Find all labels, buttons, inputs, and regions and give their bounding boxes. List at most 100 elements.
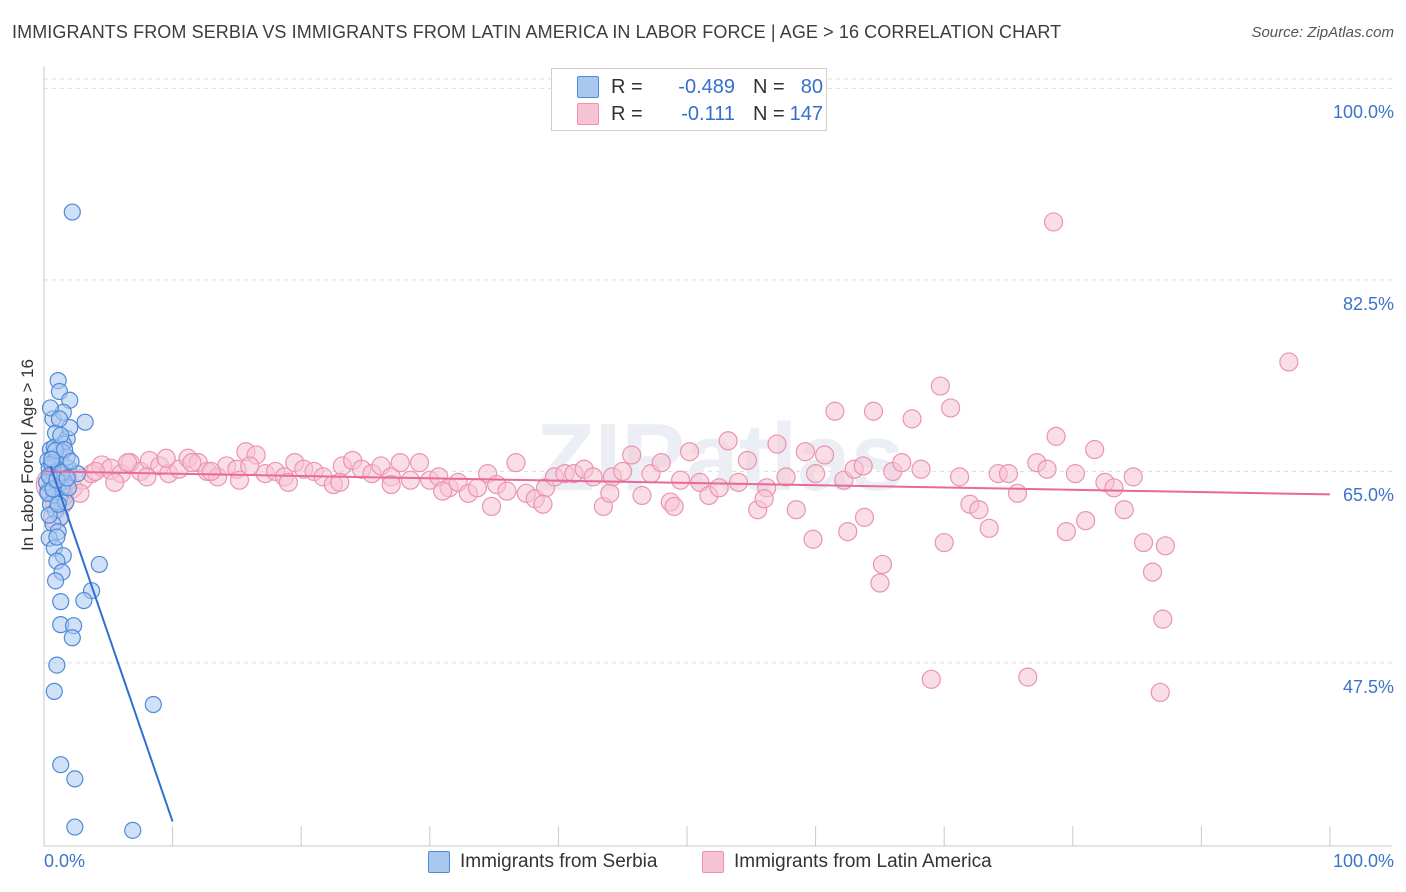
serbia-point <box>58 469 76 487</box>
legend-item-latam[interactable]: Immigrants from Latin America <box>702 851 992 873</box>
latam-point <box>863 401 884 421</box>
serbia-point <box>144 695 162 714</box>
latam-point <box>870 573 890 593</box>
latam-point <box>600 483 620 503</box>
latam-point <box>803 529 823 549</box>
latam-point <box>481 496 502 517</box>
latam-point <box>240 456 260 476</box>
latam-point <box>950 467 970 487</box>
latam-point <box>853 456 873 476</box>
latam-point <box>969 500 989 520</box>
latam-point <box>632 485 652 506</box>
latam-point <box>892 453 912 473</box>
serbia-point <box>52 593 70 611</box>
serbia-point <box>48 528 66 546</box>
latam-point <box>825 401 845 421</box>
correlation-legend: R = -0.489 N = 80 R = -0.111 N = 147 <box>551 68 827 131</box>
latam-point <box>105 472 125 492</box>
latam-point <box>728 472 749 492</box>
latam-point <box>1007 483 1028 503</box>
serbia-point <box>48 656 66 674</box>
serbia-swatch <box>428 851 450 873</box>
latam-point <box>330 472 350 492</box>
latam-point <box>670 470 691 490</box>
serbia-point <box>75 591 93 610</box>
serbia-point <box>90 555 108 574</box>
latam-point <box>117 453 138 473</box>
latam-point <box>1150 682 1170 703</box>
latam-point <box>156 448 176 468</box>
latam-point <box>1123 467 1143 487</box>
latam-point <box>979 518 999 538</box>
latam-point <box>1065 464 1085 484</box>
serbia-point <box>66 770 84 788</box>
latam-point <box>622 445 642 465</box>
latam-point <box>409 453 430 473</box>
latam-point <box>854 507 875 527</box>
latam-trend-line <box>43 470 1331 496</box>
latam-swatch <box>577 103 599 125</box>
latam-point <box>1043 212 1064 232</box>
latam-point <box>1076 511 1096 531</box>
y-tick-label: 47.5% <box>1342 676 1394 697</box>
latam-point <box>1104 478 1124 498</box>
legend-item-serbia[interactable]: Immigrants from Serbia <box>428 851 657 873</box>
source-label: Source: ZipAtlas.com <box>1251 24 1394 41</box>
latam-point <box>1037 459 1057 479</box>
serbia-point <box>43 450 61 468</box>
legend-label: Immigrants from Serbia <box>460 851 658 872</box>
r-label: R = <box>611 102 643 125</box>
latam-point <box>930 376 950 396</box>
latam-point <box>278 472 298 492</box>
latam-point <box>1142 562 1163 582</box>
latam-point <box>533 494 553 514</box>
latam-point <box>506 453 526 473</box>
legend-row-latam: R = -0.111 N = 147 <box>577 101 823 127</box>
latam-point <box>679 442 700 462</box>
latam-point <box>815 445 835 465</box>
latam-point <box>911 459 931 479</box>
legend-row-serbia: R = -0.489 N = 80 <box>577 74 823 100</box>
latam-point <box>1155 536 1175 556</box>
latam-point <box>381 474 401 495</box>
serbia-swatch <box>577 76 599 98</box>
latam-point <box>390 453 410 473</box>
legend-label: Immigrants from Latin America <box>734 851 992 872</box>
latam-points <box>35 212 1299 703</box>
serbia-point <box>62 452 80 471</box>
latam-point <box>400 470 421 490</box>
series-legend: Immigrants from Serbia Immigrants from L… <box>0 851 1406 877</box>
latam-point <box>497 481 517 501</box>
latam-point <box>583 467 603 487</box>
latam-point <box>786 500 806 520</box>
serbia-point <box>52 426 70 444</box>
latam-swatch <box>702 851 724 873</box>
y-tick-label: 82.5% <box>1342 293 1394 314</box>
latam-point <box>1153 609 1173 629</box>
serbia-point <box>52 756 70 774</box>
latam-point <box>1056 521 1076 542</box>
serbia-point <box>63 629 81 647</box>
latam-point <box>433 481 453 501</box>
serbia-point <box>66 818 84 836</box>
latam-point <box>872 554 893 575</box>
serbia-point <box>45 682 63 700</box>
latam-point <box>1114 500 1134 520</box>
chart-title: IMMIGRANTS FROM SERBIA VS IMMIGRANTS FRO… <box>12 22 1062 42</box>
serbia-trend-line <box>49 465 174 822</box>
x-tick-max: 100.0% <box>1332 851 1394 871</box>
serbia-point <box>63 203 81 221</box>
latam-point <box>805 464 826 484</box>
r-label: R = <box>611 75 643 98</box>
n-label: N = <box>753 75 785 98</box>
serbia-point <box>76 413 94 431</box>
latam-point <box>1279 352 1299 372</box>
latam-point <box>664 496 684 517</box>
serbia-points <box>37 203 162 839</box>
x-tick-min: 0.0% <box>44 851 86 871</box>
latam-point <box>718 431 738 451</box>
trend-lines <box>43 465 1331 822</box>
latam-point <box>998 464 1019 484</box>
latam-point <box>941 398 961 418</box>
